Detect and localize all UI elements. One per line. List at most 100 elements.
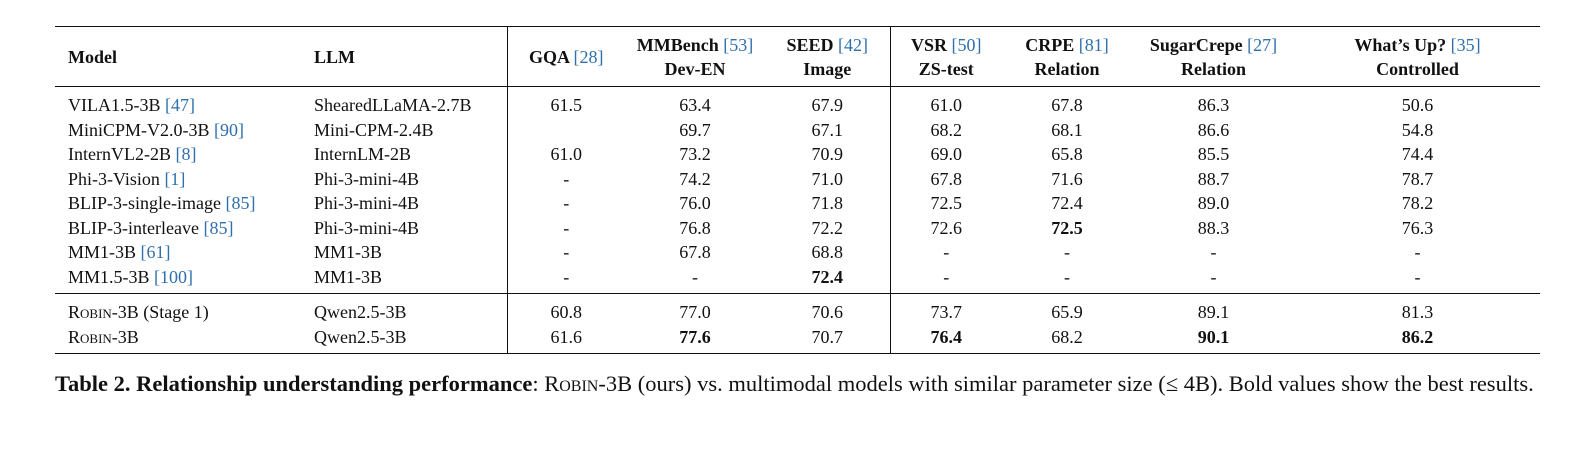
model-name-smallcaps: Robin xyxy=(68,326,112,347)
column-header-name: LLM xyxy=(314,47,356,67)
metric-value: 89.0 xyxy=(1197,193,1230,213)
model-cell: BLIP-3-interleave [85] xyxy=(55,216,301,241)
citation-ref: [90] xyxy=(214,119,245,140)
metric-value: 67.8 xyxy=(679,242,711,262)
llm-cell: MM1-3B xyxy=(314,266,383,287)
model-name: MM1-3B xyxy=(68,242,137,262)
table-caption: Table 2. Relationship understanding perf… xyxy=(55,368,1535,400)
table-row: MiniCPM-V2.0-3B [90] Mini-CPM-2.4B 69.7 67.… xyxy=(55,117,1540,142)
column-header: LLM xyxy=(301,27,507,87)
column-header: CRPE [81] Relation xyxy=(1002,27,1132,87)
table-row: Phi-3-Vision [1] Phi-3-mini-4B - 74.2 71.0 67… xyxy=(55,166,1540,191)
model-name: VILA1.5-3B xyxy=(68,95,161,115)
metric-value: 70.7 xyxy=(811,326,844,347)
metric-value: 73.2 xyxy=(679,144,711,164)
robin-group: Robin-3B (Stage 1) Qwen2.5-3B 60.8 77.0 70.6… xyxy=(55,293,1540,354)
model-name: BLIP-3-single-image xyxy=(68,193,221,213)
column-header: SEED [42] Image xyxy=(765,27,890,87)
metric-value: - xyxy=(1210,266,1217,287)
header-row: Model LLM GQA [28] MMBench [53] Dev-EN SEED [… xyxy=(55,26,1540,87)
column-header-name: Model xyxy=(68,47,117,67)
model-cell: Robin-3B (Stage 1) xyxy=(55,294,301,325)
baseline-group: VILA1.5-3B [47] ShearedLLaMA-2.7B 61.5 63.4… xyxy=(55,86,1540,294)
column-header-subtitle: Relation xyxy=(1034,59,1100,79)
metric-value: 65.8 xyxy=(1051,144,1083,164)
column-header-name: MMBench xyxy=(636,35,719,55)
column-header-subtitle: Image xyxy=(803,59,852,79)
metric-value: 72.5 xyxy=(1051,217,1083,238)
column-header-subtitle: Controlled xyxy=(1376,59,1459,79)
metric-value: 60.8 xyxy=(506,293,625,325)
citation-ref: [42] xyxy=(838,35,869,55)
metric-value: 78.7 xyxy=(1401,168,1434,189)
metric-value: 72.6 xyxy=(889,215,1002,240)
metric-value: 74.4 xyxy=(1401,144,1434,164)
metric-value: 74.2 xyxy=(679,168,711,189)
metric-value: 76.3 xyxy=(1401,217,1434,238)
citation-ref: [85] xyxy=(225,193,256,213)
caption-text: -3B (ours) vs. multimodal models with si… xyxy=(598,371,1534,396)
metric-value: 63.4 xyxy=(679,95,711,115)
citation-ref: [50] xyxy=(951,35,982,55)
metric-value: 78.2 xyxy=(1401,193,1434,213)
metric-value: - xyxy=(889,264,1002,294)
metric-value: 90.1 xyxy=(1197,326,1230,347)
metric-value: - xyxy=(506,166,625,191)
table-row: Robin-3B (Stage 1) Qwen2.5-3B 60.8 77.0 70.6… xyxy=(55,293,1540,325)
column-header: SugarCrepe [27] Relation xyxy=(1132,27,1295,87)
metric-value: 72.4 xyxy=(1051,193,1083,213)
llm-cell: Qwen2.5-3B xyxy=(314,302,407,322)
metric-value xyxy=(506,117,625,142)
metric-value: 61.5 xyxy=(506,86,625,118)
metric-value: 76.0 xyxy=(679,193,711,213)
metric-value: 76.4 xyxy=(889,324,1002,354)
model-cell: InternVL2-2B [8] xyxy=(55,142,301,167)
model-cell: MM1.5-3B [100] xyxy=(55,265,301,294)
model-cell: Robin-3B xyxy=(55,325,301,354)
model-name-smallcaps: Robin xyxy=(68,302,112,322)
column-header-subtitle: Dev-EN xyxy=(664,59,726,79)
llm-cell: ShearedLLaMA-2.7B xyxy=(314,95,472,115)
caption-title: Relationship understanding performance xyxy=(136,371,533,396)
column-header: VSR [50] ZS-test xyxy=(889,26,1002,87)
metric-value: 71.0 xyxy=(811,168,844,189)
column-header-subtitle: ZS-test xyxy=(918,59,974,79)
column-header-name: CRPE xyxy=(1025,35,1075,55)
llm-cell: MM1-3B xyxy=(314,242,383,262)
citation-ref: [85] xyxy=(203,217,234,238)
citation-ref: [35] xyxy=(1450,35,1481,55)
table-row: VILA1.5-3B [47] ShearedLLaMA-2.7B 61.5 63.4… xyxy=(55,86,1540,118)
metric-value: 67.8 xyxy=(1051,95,1083,115)
model-name: Phi-3-Vision xyxy=(68,168,160,189)
metric-value: 85.5 xyxy=(1197,144,1230,164)
metric-value: 77.0 xyxy=(679,302,711,322)
column-header: Model xyxy=(55,27,301,87)
metric-value: 88.7 xyxy=(1197,168,1230,189)
caption-label: Table 2. xyxy=(55,371,131,396)
metric-value: 68.1 xyxy=(1051,119,1083,140)
metric-value: 54.8 xyxy=(1401,119,1434,140)
column-header-name: VSR xyxy=(910,35,947,55)
llm-cell: Qwen2.5-3B xyxy=(314,326,407,347)
metric-value: 68.2 xyxy=(1051,326,1083,347)
citation-ref: [27] xyxy=(1247,35,1278,55)
model-name-suffix: -3B (Stage 1) xyxy=(111,302,209,322)
column-header: GQA [28] xyxy=(506,26,625,87)
metric-value: - xyxy=(889,240,1002,265)
metric-value: - xyxy=(506,191,625,216)
metric-value: 76.8 xyxy=(679,217,711,238)
caption-model-name: Robin xyxy=(544,371,599,396)
citation-ref: [100] xyxy=(154,266,194,287)
metric-value: 67.8 xyxy=(889,166,1002,191)
metric-value: 72.4 xyxy=(811,266,844,287)
table-row: BLIP-3-interleave [85] Phi-3-mini-4B - 76.8… xyxy=(55,215,1540,241)
table-row: BLIP-3-single-image [85] Phi-3-mini-4B - 76… xyxy=(55,191,1540,216)
metric-value: 50.6 xyxy=(1401,95,1434,115)
metric-value: 61.0 xyxy=(889,86,1002,118)
metric-value: 77.6 xyxy=(679,326,711,347)
citation-ref: [1] xyxy=(164,168,186,189)
citation-ref: [53] xyxy=(723,35,754,55)
metric-value: - xyxy=(1064,266,1070,287)
model-name-suffix: -3B xyxy=(111,326,139,347)
llm-cell: InternLM-2B xyxy=(314,144,411,164)
